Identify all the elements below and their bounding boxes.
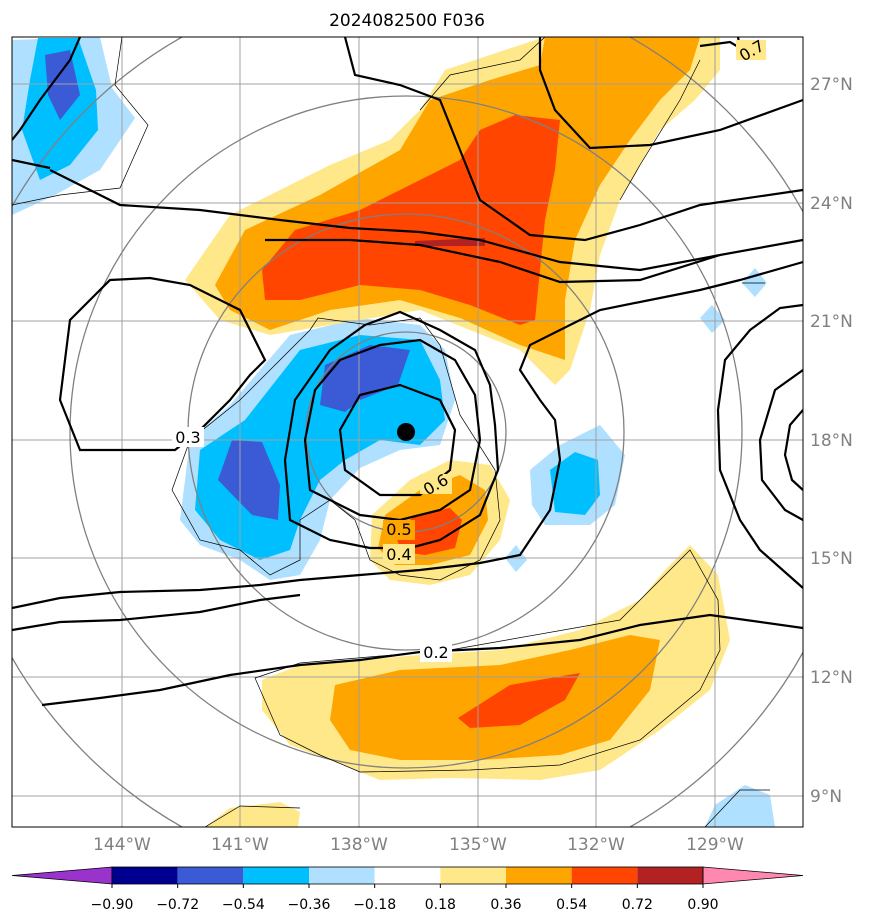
neg-region-small-a: [742, 268, 767, 297]
neg-region-nw-inner: [45, 50, 80, 120]
colorbar-tick-label: −0.90: [91, 897, 134, 913]
colorbar-segment: [637, 867, 703, 884]
colorbar-tick-label: −0.54: [222, 897, 265, 913]
colorbar-segment: [374, 867, 441, 884]
colorbar: −0.90 −0.72 −0.54 −0.36 −0.18 0.18 0.36 0.54 0.7…: [11, 866, 804, 913]
lon-tick-label: 132°W: [567, 835, 625, 855]
lon-tick-label: 138°W: [330, 835, 388, 855]
colorbar-segment: [506, 867, 572, 884]
storm-center-marker: [397, 423, 415, 441]
chart-title: 2024082500 F036: [329, 11, 485, 31]
lat-tick-label: 21°N: [810, 312, 853, 332]
contour-label: 0.5: [386, 520, 411, 539]
lat-tick-labels: 27°N 24°N 21°N 18°N 15°N 12°N 9°N: [810, 75, 853, 807]
contour-label: 0.3: [175, 428, 200, 447]
lon-tick-label: 144°W: [93, 835, 151, 855]
colorbar-tick-label: −0.36: [288, 897, 331, 913]
colorbar-tick-label: 0.36: [490, 897, 521, 913]
pos-region-south-inner: [458, 673, 580, 728]
colorbar-tick-label: −0.18: [353, 897, 396, 913]
positive-shading: [185, 37, 730, 827]
map-area: 0.3 0.6 0.5 0.4 0.2 0.7: [12, 37, 803, 827]
thin-contours: [12, 37, 770, 827]
pos-region-bottom: [205, 802, 300, 827]
contour-label: 0.2: [423, 643, 448, 662]
pos-region-north-dark: [415, 238, 485, 246]
lat-tick-label: 24°N: [810, 194, 853, 214]
lon-tick-label: 141°W: [211, 835, 269, 855]
lat-tick-label: 15°N: [810, 549, 853, 569]
colorbar-frame: [111, 866, 704, 885]
lat-tick-label: 12°N: [810, 668, 853, 688]
colorbar-segment: [309, 867, 375, 884]
colorbar-segment: [112, 867, 178, 884]
colorbar-tick-label: 0.18: [425, 897, 456, 913]
colorbar-tick-label: 0.90: [687, 897, 718, 913]
neg-region-center-inner-b: [218, 440, 280, 520]
lat-tick-label: 9°N: [810, 787, 842, 807]
contour-label-bg: [420, 474, 452, 494]
contour-label-bg: [172, 427, 204, 447]
neg-region-east-core: [550, 452, 600, 515]
contour-label-bg: [420, 642, 452, 662]
colorbar-segment: [177, 867, 244, 884]
contour-label: 0.4: [386, 545, 411, 564]
colorbar-tick-label: −0.72: [156, 897, 199, 913]
neg-region-small-b: [700, 305, 725, 333]
lat-tick-label: 18°N: [810, 431, 853, 451]
contour-label-bg: [383, 544, 415, 564]
colorbar-segment: [440, 867, 506, 884]
lon-tick-label: 129°W: [686, 835, 744, 855]
map-frame: [11, 36, 804, 828]
contour-label-bg: [383, 520, 415, 540]
colorbar-segment: [243, 867, 309, 884]
colorbar-tick-label: 0.72: [622, 897, 653, 913]
negative-shading: [12, 37, 775, 827]
colorbar-tick-label: 0.54: [556, 897, 587, 913]
lon-tick-labels: 144°W 141°W 138°W 135°W 132°W 129°W: [93, 835, 744, 855]
colorbar-extend-low: [11, 866, 113, 885]
colorbar-segment: [571, 867, 638, 884]
colorbar-extend-high: [702, 866, 804, 885]
contour-label-bg: [736, 40, 766, 60]
lat-tick-label: 27°N: [810, 75, 853, 95]
pos-region-center-inner: [395, 508, 462, 555]
lon-tick-label: 135°W: [449, 835, 507, 855]
pos-region-north-inner: [262, 115, 560, 325]
contour-label-group: 0.3 0.6 0.5 0.4 0.2 0.7: [172, 37, 768, 662]
neg-region-center-inner-a: [320, 345, 410, 412]
